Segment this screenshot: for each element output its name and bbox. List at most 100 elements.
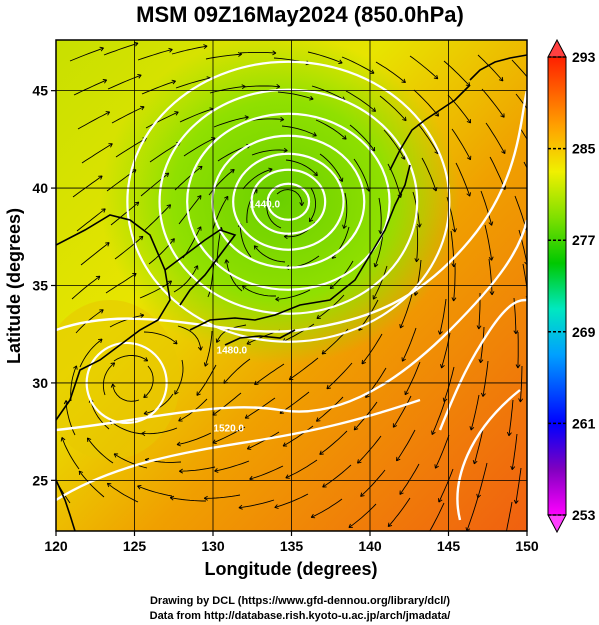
streamline-arrow: [371, 107, 377, 112]
streamline-arrow: [338, 59, 343, 65]
streamline: [137, 485, 173, 497]
streamline-arrow: [476, 325, 482, 330]
streamline-arrow: [478, 359, 484, 364]
streamline: [281, 125, 317, 137]
streamline-arrow: [488, 256, 494, 261]
streamline: [482, 360, 489, 397]
height-contour-line: [438, 298, 527, 431]
streamline-arrow: [283, 234, 288, 240]
streamline-arrow: [326, 384, 331, 390]
height-contour-ring: [186, 112, 391, 291]
streamline: [71, 275, 101, 300]
streamline: [518, 229, 527, 266]
streamline-arrow: [316, 314, 321, 319]
coastline: [56, 214, 171, 421]
streamline-arrow: [308, 217, 314, 223]
credit-data: Data from http://database.rish.kyoto-u.a…: [150, 610, 451, 622]
streamline: [319, 430, 348, 455]
streamline: [77, 111, 110, 130]
streamline-arrow: [139, 313, 145, 319]
streamline-arrow: [434, 464, 439, 469]
streamline: [238, 499, 275, 509]
colorbar-gradient: [547, 56, 567, 516]
streamline-arrow: [102, 79, 108, 84]
colorbar-tick-label: 261: [572, 415, 596, 431]
streamline: [392, 395, 412, 428]
streamline-arrow: [168, 47, 173, 53]
streamline-arrow: [285, 474, 290, 479]
height-contour-ring: [211, 134, 366, 269]
coastline: [56, 479, 76, 531]
y-tick-label: 35: [32, 278, 48, 294]
streamline: [473, 428, 484, 465]
streamline-arrow: [203, 44, 208, 50]
streamline: [249, 465, 284, 480]
streamline-arrow: [370, 146, 376, 152]
streamline: [251, 149, 288, 156]
streamline: [439, 298, 447, 335]
colorbar: 253 261 269 277 285 293: [547, 38, 596, 534]
streamline: [243, 85, 280, 88]
colorbar-tick-label: 277: [572, 232, 596, 248]
streamline: [511, 59, 527, 78]
streamline: [109, 420, 144, 435]
contour-label: 1480.0: [217, 346, 248, 357]
height-contour-ring: [158, 88, 419, 315]
streamline-arrow: [338, 177, 344, 182]
streamline-arrow: [137, 73, 142, 79]
streamline-arrow: [78, 470, 84, 476]
streamline: [277, 91, 314, 100]
streamline: [341, 56, 375, 74]
coastline: [224, 329, 296, 346]
streamline-arrow: [472, 459, 478, 465]
streamline-arrow: [106, 482, 112, 488]
streamline-arrow: [404, 390, 409, 396]
streamline: [107, 74, 142, 90]
streamline: [253, 245, 286, 263]
streamline: [72, 175, 103, 198]
coastline: [389, 84, 471, 171]
streamline-arrow: [197, 195, 202, 200]
streamline: [481, 88, 505, 118]
streamline: [247, 431, 280, 450]
streamline-arrow: [171, 79, 176, 85]
streamline: [179, 466, 216, 472]
streamline-arrow: [143, 357, 149, 362]
streamline-arrow: [513, 330, 519, 335]
streamline-arrow: [244, 414, 250, 419]
streamline: [434, 434, 450, 469]
streamline: [204, 494, 241, 499]
streamline: [216, 324, 247, 343]
streamline: [69, 47, 104, 62]
streamline: [372, 265, 388, 300]
streamline: [511, 433, 518, 470]
streamline: [80, 242, 110, 266]
streamline: [78, 470, 105, 498]
streamline-arrow: [342, 135, 347, 140]
streamline-arrow: [513, 499, 519, 504]
streamline: [315, 119, 347, 140]
streamline-arrow: [174, 390, 179, 395]
streamline: [383, 129, 406, 160]
streamline: [378, 197, 382, 234]
colorbar-min-arrow: [547, 514, 567, 534]
y-tick-label: 30: [32, 375, 48, 391]
streamline-arrow: [140, 105, 145, 111]
streamline-arrow: [313, 171, 318, 177]
streamline-arrow: [198, 165, 203, 171]
streamline-arrow: [348, 523, 353, 529]
streamline: [443, 366, 455, 402]
streamline: [508, 399, 514, 436]
streamline: [404, 361, 421, 396]
streamline: [145, 111, 179, 129]
height-contour-ring: [126, 60, 451, 343]
streamline: [522, 263, 527, 292]
streamline: [242, 285, 276, 297]
streamline: [360, 469, 386, 497]
colorbar-tick-label: 269: [572, 324, 596, 340]
streamline-arrow: [105, 242, 110, 247]
streamline: [107, 482, 139, 503]
streamline-arrow: [224, 195, 229, 201]
streamline: [480, 190, 493, 226]
